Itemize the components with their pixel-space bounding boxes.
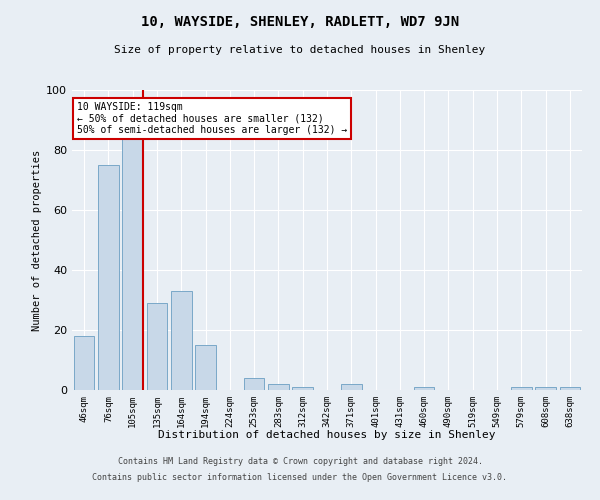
Bar [560,387,580,390]
Bar [171,291,191,390]
Bar [146,303,167,390]
Bar [244,378,265,390]
Bar [414,387,434,390]
Bar [195,345,216,390]
Bar [511,387,532,390]
Text: Contains HM Land Registry data © Crown copyright and database right 2024.: Contains HM Land Registry data © Crown c… [118,458,482,466]
Bar [341,384,362,390]
Text: 10, WAYSIDE, SHENLEY, RADLETT, WD7 9JN: 10, WAYSIDE, SHENLEY, RADLETT, WD7 9JN [141,15,459,29]
Y-axis label: Number of detached properties: Number of detached properties [32,150,42,330]
Bar [292,387,313,390]
Bar [122,138,143,390]
X-axis label: Distribution of detached houses by size in Shenley: Distribution of detached houses by size … [158,430,496,440]
Bar [268,384,289,390]
Text: Contains public sector information licensed under the Open Government Licence v3: Contains public sector information licen… [92,472,508,482]
Bar [98,165,119,390]
Text: Size of property relative to detached houses in Shenley: Size of property relative to detached ho… [115,45,485,55]
Bar [74,336,94,390]
Text: 10 WAYSIDE: 119sqm
← 50% of detached houses are smaller (132)
50% of semi-detach: 10 WAYSIDE: 119sqm ← 50% of detached hou… [77,102,347,135]
Bar [535,387,556,390]
